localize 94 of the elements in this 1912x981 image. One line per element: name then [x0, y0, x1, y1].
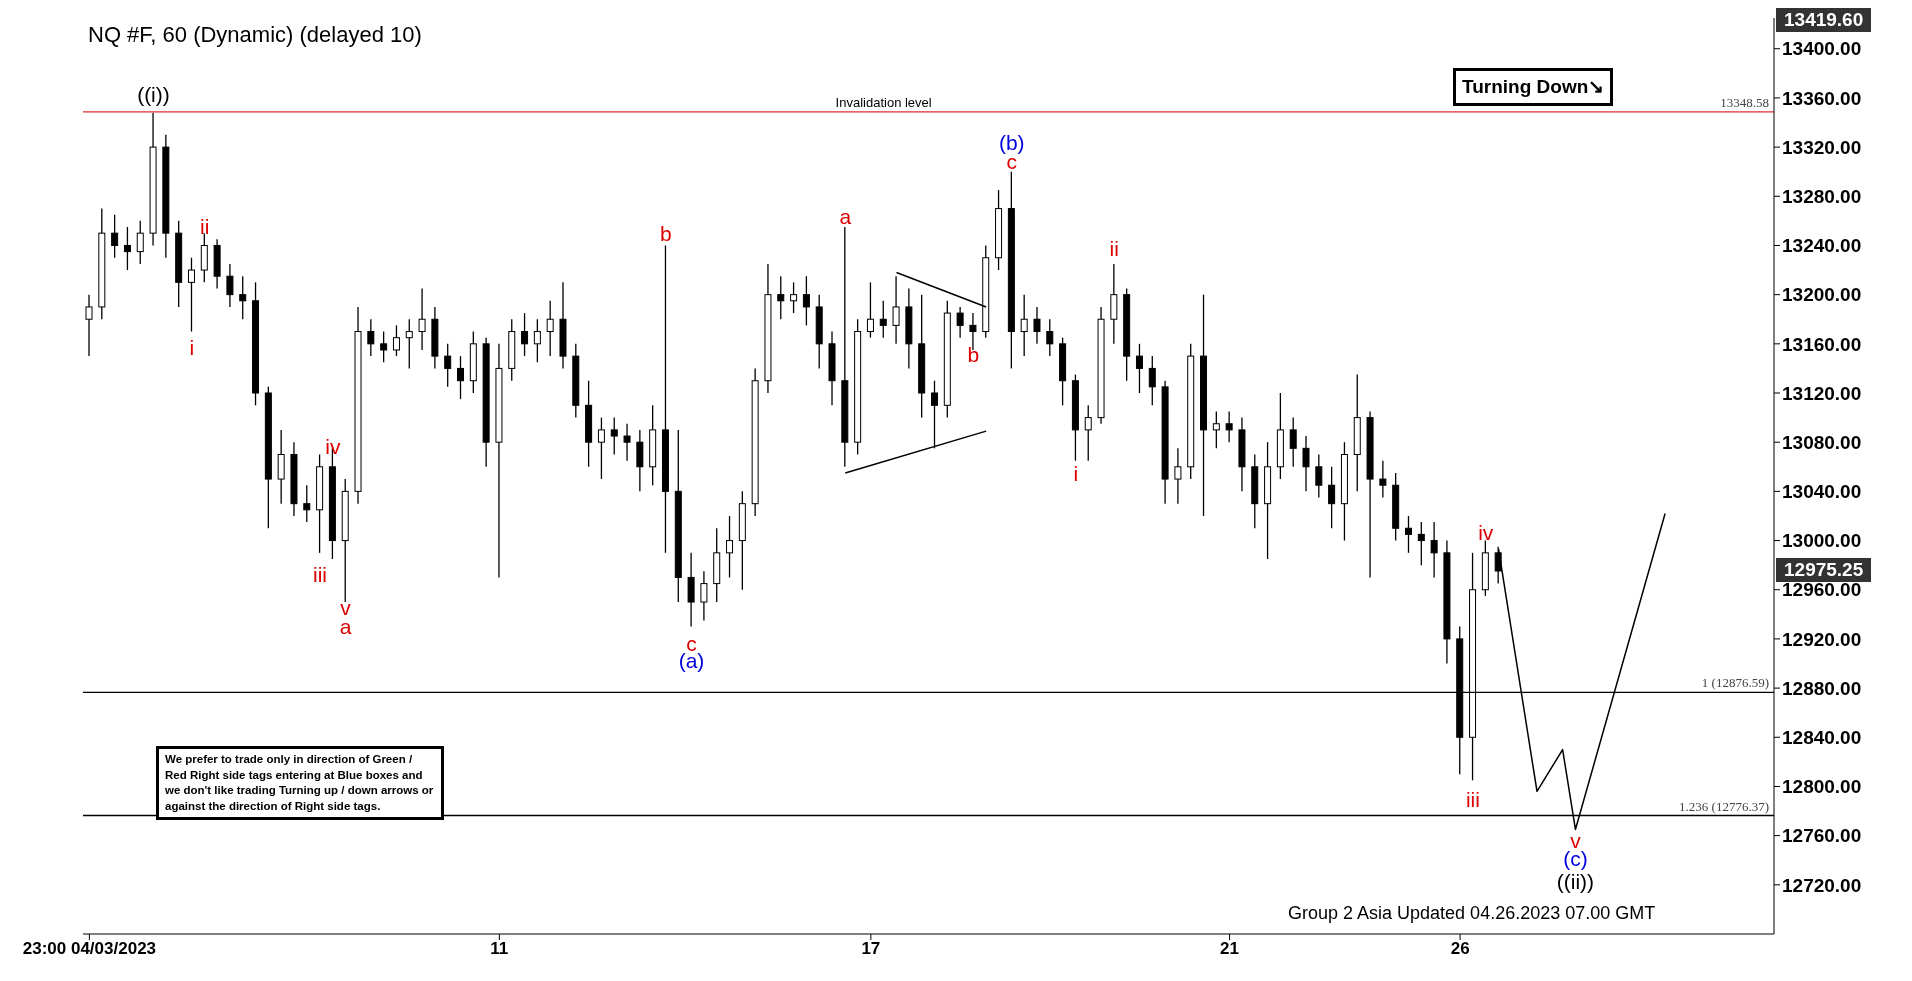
y-tick-label: 12840.00: [1782, 727, 1862, 749]
candlestick: [1404, 515, 1412, 554]
candlestick: [1328, 466, 1336, 529]
y-tick-label: 13040.00: [1782, 481, 1862, 503]
annotation: Turning Down↘: [1453, 68, 1614, 106]
y-tick-label: 13000.00: [1782, 530, 1862, 552]
annotation: iv: [325, 435, 341, 460]
candlestick: [1020, 293, 1028, 357]
candlestick: [866, 281, 874, 339]
y-tick-label: 12760.00: [1782, 825, 1862, 847]
candlestick: [303, 484, 311, 523]
y-tick-label: 13240.00: [1782, 235, 1862, 257]
candlestick: [405, 318, 413, 370]
annotation: Invalidation level: [835, 94, 932, 110]
candlestick: [239, 275, 247, 320]
y-tick-label: 13080.00: [1782, 431, 1862, 453]
candlestick: [136, 220, 144, 265]
candlestick: [1315, 453, 1323, 499]
annotation: i: [189, 335, 195, 360]
annotation: We prefer to trade only in direction of Green / Red Right side tags entering at Blue boxes and we don't like trading Turning up / down arrows or against the direction of Right side tags.: [156, 746, 444, 821]
annotation: b: [967, 342, 980, 367]
y-tick-label: 12920.00: [1782, 628, 1862, 650]
y-tick-label: 12720.00: [1782, 874, 1862, 896]
candlestick: [1289, 416, 1297, 468]
y-tick-label: 13400.00: [1782, 38, 1862, 60]
annotation: iv: [1478, 521, 1494, 546]
candlestick: [700, 570, 708, 622]
candlestick: [1379, 459, 1387, 499]
y-tick-label: 12960.00: [1782, 579, 1862, 601]
ref-line-label: 13348.58: [1720, 94, 1769, 110]
candlestick: [367, 318, 375, 357]
candlestick: [546, 300, 554, 357]
text: 12975.25: [1776, 557, 1872, 582]
y-tick-label: 13160.00: [1782, 333, 1862, 355]
y-tick-label: 13200.00: [1782, 284, 1862, 306]
candlestick: [1084, 404, 1092, 462]
candlestick: [1302, 435, 1310, 493]
annotation: iii: [1465, 787, 1480, 812]
y-tick-label: 13120.00: [1782, 382, 1862, 404]
candlestick: [111, 214, 119, 259]
candlestick: [777, 275, 785, 320]
candlestick: [85, 293, 93, 357]
candlestick: [380, 330, 388, 363]
candlestick: [790, 281, 798, 314]
candlestick: [892, 275, 900, 345]
y-tick-label: 12800.00: [1782, 776, 1862, 798]
x-tick-label: 17: [861, 939, 881, 959]
candlestick: [444, 343, 452, 388]
x-tick-label: 21: [1220, 939, 1240, 959]
ref-line-label: 1 (12876.59): [1701, 675, 1769, 691]
chart-title: NQ #F, 60 (Dynamic) (delayed 10): [88, 22, 422, 48]
candlestick: [123, 226, 131, 271]
annotation: i: [1073, 462, 1079, 487]
candlestick: [726, 515, 734, 579]
candlestick: [1148, 355, 1156, 406]
candlestick: [879, 300, 887, 339]
y-tick-label: 13320.00: [1782, 136, 1862, 158]
candlestick: [418, 287, 426, 351]
candlestick: [1046, 318, 1054, 357]
candlestick: [457, 355, 465, 400]
annotation: iii: [312, 562, 327, 587]
annotation: Group 2 Asia Updated 04.26.2023 07.00 GMT: [1288, 901, 1656, 926]
y-tick-label: 12880.00: [1782, 677, 1862, 699]
candlestick: [623, 423, 631, 462]
candlestick: [1135, 343, 1143, 394]
candlestick: [1417, 521, 1425, 566]
candlestick: [1225, 410, 1233, 443]
annotation: ii: [1109, 237, 1119, 262]
x-tick-label: 11: [490, 939, 509, 959]
annotation: c: [686, 631, 697, 655]
y-tick-label: 13360.00: [1782, 87, 1862, 109]
y-tick-label: 13280.00: [1782, 186, 1862, 208]
text: 13419.60: [1776, 8, 1872, 32]
candlestick: [533, 318, 541, 363]
ref-line-label: 1.236 (12776.37): [1679, 798, 1769, 814]
candlestick: [1033, 306, 1041, 345]
candlestick: [226, 263, 234, 308]
annotation: ((ii)): [1556, 870, 1595, 895]
annotation: a: [839, 205, 852, 230]
candlestick: [187, 257, 195, 333]
annotation: b: [660, 222, 672, 247]
candlestick: [1430, 521, 1438, 579]
candlestick: [597, 416, 605, 480]
x-tick-label: 23:00 04/03/2023: [22, 939, 157, 959]
candlestick: [802, 275, 810, 327]
candlestick: [956, 306, 964, 339]
candlestick: [521, 312, 529, 357]
annotation: ((i)): [137, 83, 170, 108]
candlestick: [1212, 410, 1220, 449]
candlestick: [392, 324, 400, 357]
annotation: ii: [200, 215, 210, 240]
candlestick: [1174, 447, 1182, 505]
candlestick: [610, 416, 618, 456]
x-tick-label: 26: [1450, 939, 1470, 959]
